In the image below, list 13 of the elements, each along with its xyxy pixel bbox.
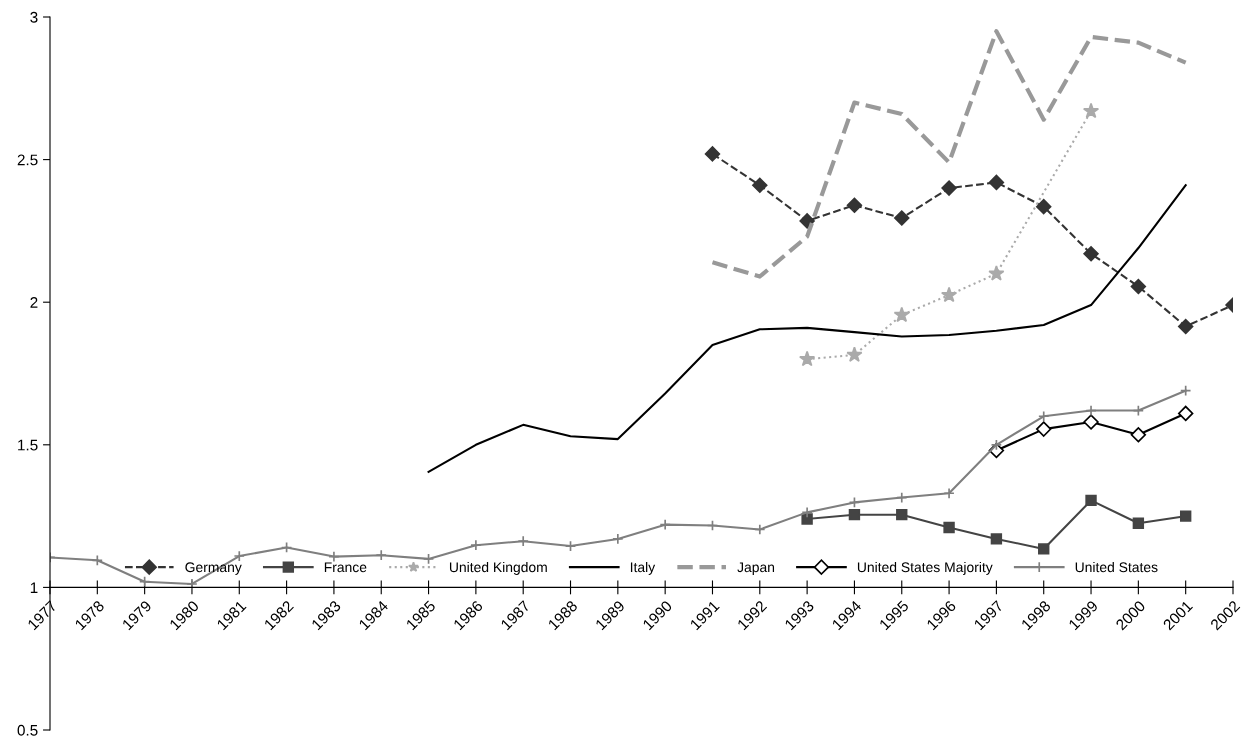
y-tick-label: 1 (30, 582, 38, 593)
y-tick-label: 0.5 (17, 724, 38, 736)
y-tick-label: 1.5 (18, 439, 38, 451)
legend-label: United States (1075, 561, 1158, 573)
legend-label: United Kingdom (449, 561, 547, 575)
legend-label: Germany (185, 562, 242, 575)
y-tick-label: 3 (30, 11, 38, 23)
legend-label: Japan (737, 562, 775, 575)
y-tick-label: 2.5 (17, 154, 38, 166)
y-tick-label: 2 (30, 297, 38, 308)
legend-label: France (324, 562, 367, 573)
legend-label: Italy (630, 561, 656, 575)
legend-label: United States Majority (857, 561, 993, 575)
